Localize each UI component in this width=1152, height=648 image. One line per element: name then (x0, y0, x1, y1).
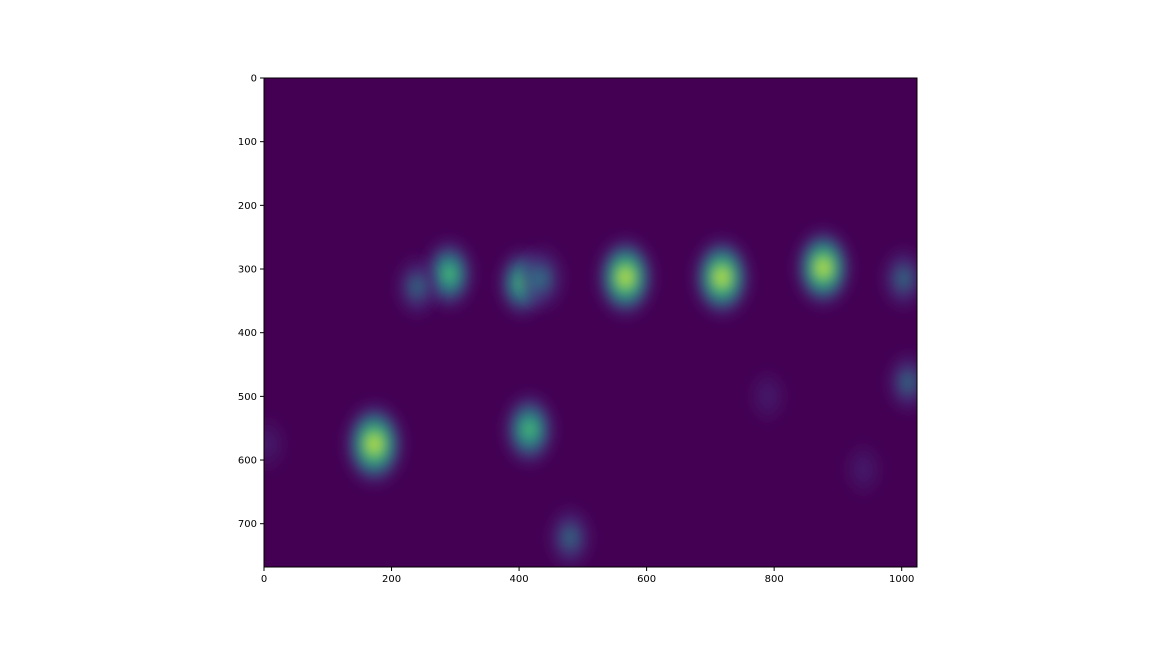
heatmap-hotspot (690, 234, 753, 320)
axes-frame (263, 77, 918, 568)
heatmap-hotspot (792, 225, 854, 310)
y-tick-label: 700 (238, 519, 257, 530)
x-tick-label: 200 (382, 574, 401, 585)
y-tick-label: 300 (238, 265, 257, 276)
y-tick-label: 0 (251, 74, 257, 85)
heatmap-hotspot (342, 400, 407, 489)
heatmap-hotspot (264, 414, 288, 474)
heatmap-hotspot (394, 255, 440, 319)
heatmap-hotspot (501, 391, 557, 468)
x-axis: 0 200 400 600 800 1000 (261, 567, 914, 585)
heatmap-hotspot (516, 243, 567, 314)
x-tick-label: 0 (261, 574, 267, 585)
y-tick-label: 600 (238, 456, 257, 467)
heatmap-hotspot (880, 245, 917, 312)
heatmap-hotspot (594, 234, 657, 320)
x-tick-label: 400 (510, 574, 529, 585)
y-tick-label: 400 (238, 328, 257, 339)
x-tick-label: 1000 (889, 574, 914, 585)
x-tick-label: 800 (765, 574, 784, 585)
y-tick-label: 200 (238, 201, 257, 212)
heatmap-hotspots (264, 225, 917, 567)
y-tick-label: 500 (238, 392, 257, 403)
y-tick-label: 100 (238, 137, 257, 148)
y-axis: 0 100 200 300 400 500 600 700 (238, 74, 264, 530)
heatmap-hotspot (885, 350, 917, 415)
plot-area (263, 77, 918, 568)
heatmap-hotspot (843, 441, 884, 499)
x-tick-label: 600 (637, 574, 656, 585)
heatmap-hotspot (546, 504, 594, 567)
heatmap-background (264, 78, 917, 567)
heatmap-hotspot (748, 368, 788, 425)
